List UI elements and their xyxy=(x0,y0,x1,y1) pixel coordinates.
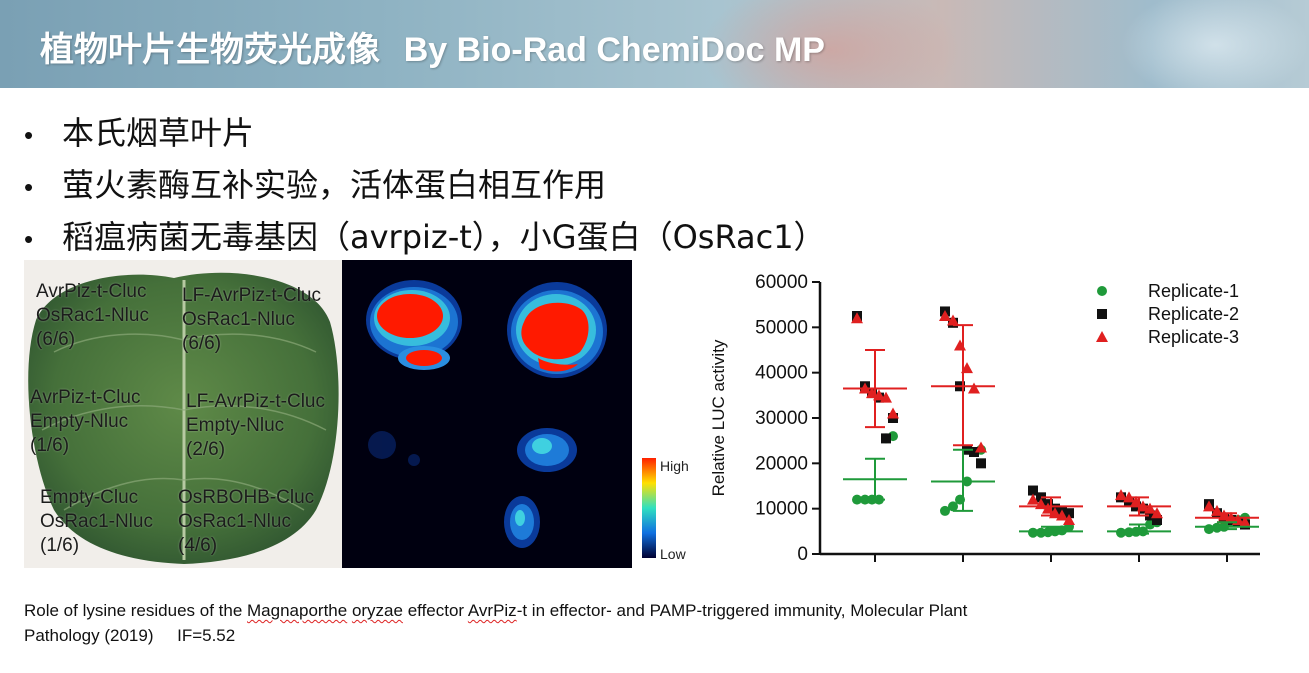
legend-marker xyxy=(1096,331,1108,342)
data-point xyxy=(1239,516,1251,528)
bullet-marker: • xyxy=(24,172,34,202)
signal-spot-top-left xyxy=(366,280,462,370)
signal-spot-mid-right xyxy=(517,428,577,472)
leaf-label-2: LF-AvrPiz-t-Cluc OsRac1-Nluc (6/6) xyxy=(182,285,321,354)
luc-activity-chart: 0 10000 20000 30000 40000 50000 60000 Relative … xyxy=(709,272,1260,565)
banner-decoration-right xyxy=(1120,0,1309,88)
slide-title: 植物叶片生物荧光成像 By Bio-Rad ChemiDoc MP xyxy=(40,22,825,71)
y-tick-label: 60000 xyxy=(755,272,808,293)
data-point xyxy=(851,312,863,324)
data-point xyxy=(852,494,862,505)
citation-line-2: Pathology (2019) IF=5.52 xyxy=(24,626,236,645)
bullet-item: • 稻瘟病菌无毒基因（avrpiz-t），小G蛋白（OsRac1） xyxy=(24,214,826,266)
data-point xyxy=(939,310,951,321)
colorbar xyxy=(642,458,656,558)
y-tick-label: 10000 xyxy=(755,499,808,520)
bullet-marker: • xyxy=(24,120,34,150)
data-point xyxy=(948,501,958,512)
data-point xyxy=(880,391,892,403)
bullet-list: • 本氏烟草叶片 • 萤火素酶互补实验，活体蛋白相互作用 • 稻瘟病菌无毒基因（avr… xyxy=(24,110,826,266)
signal-spot-bottom-right xyxy=(504,496,540,548)
chart-axes: 0 10000 20000 30000 40000 50000 60000 Relative … xyxy=(709,272,1260,565)
data-point xyxy=(975,441,987,453)
chart-legend: Replicate-1 Replicate-2 Replicate-3 xyxy=(1096,281,1239,347)
leaf-label-1: AvrPiz-t-Cluc OsRac1-Nluc (6/6) xyxy=(36,281,149,350)
colorbar-high-label: High xyxy=(660,458,689,474)
data-point xyxy=(947,314,959,326)
leaf-photo: AvrPiz-t-Cluc OsRac1-Nluc (6/6) LF-AvrPiz-… xyxy=(24,260,344,568)
signal-spot-faint xyxy=(368,431,420,466)
chart-marks xyxy=(843,306,1259,538)
title-banner: 植物叶片生物荧光成像 By Bio-Rad ChemiDoc MP xyxy=(0,0,1309,88)
signal-spot-top-right xyxy=(507,282,607,378)
data-point xyxy=(1028,485,1038,496)
legend-label: Replicate-3 xyxy=(1148,327,1239,347)
slide-title-cn: 植物叶片生物荧光成像 xyxy=(40,30,380,70)
data-point xyxy=(1203,500,1215,512)
data-point xyxy=(1151,507,1163,519)
citation: Role of lysine residues of the Magnaport… xyxy=(24,601,968,645)
data-point xyxy=(1116,527,1126,538)
data-point xyxy=(1056,509,1068,521)
y-tick-label: 0 xyxy=(797,544,808,565)
luminescence-heatmap xyxy=(366,280,607,548)
legend-marker xyxy=(1097,286,1107,296)
leaf-image xyxy=(28,272,339,564)
leaf-label-3: AvrPiz-t-Cluc Empty-Nluc (1/6) xyxy=(30,387,141,456)
data-point xyxy=(1145,510,1155,521)
data-point xyxy=(968,382,980,394)
bullet-item: • 本氏烟草叶片 xyxy=(24,110,826,162)
banner-decoration xyxy=(700,0,960,88)
data-point xyxy=(1063,514,1075,525)
data-point xyxy=(954,339,966,351)
data-point xyxy=(1027,493,1039,505)
y-tick-label: 50000 xyxy=(755,317,808,338)
colorbar-low-label: Low xyxy=(660,546,686,562)
y-tick-label: 30000 xyxy=(755,408,808,429)
legend-label: Replicate-2 xyxy=(1148,304,1239,324)
data-point xyxy=(976,458,986,469)
data-point xyxy=(1064,508,1074,519)
y-tick-label: 20000 xyxy=(755,453,808,474)
leaf-label-4: LF-AvrPiz-t-Cluc Empty-Nluc (2/6) xyxy=(186,391,325,460)
y-axis-label: Relative LUC activity xyxy=(709,339,728,496)
data-point xyxy=(887,407,899,419)
data-point xyxy=(969,447,979,457)
legend-label: Replicate-1 xyxy=(1148,281,1239,301)
leaf-label-5: Empty-Cluc OsRac1-Nluc (1/6) xyxy=(40,487,153,556)
bullet-item: • 萤火素酶互补实验，活体蛋白相互作用 xyxy=(24,162,826,214)
bullet-marker: • xyxy=(24,224,34,254)
y-tick-label: 40000 xyxy=(755,363,808,384)
data-point xyxy=(1028,527,1038,538)
slide-title-en: By Bio-Rad ChemiDoc MP xyxy=(403,31,825,69)
data-point xyxy=(940,505,950,516)
bullet-text: 稻瘟病菌无毒基因（avrpiz-t），小G蛋白（OsRac1） xyxy=(62,218,826,256)
luminescence-image xyxy=(342,260,656,568)
data-point xyxy=(1144,502,1156,514)
bullet-text: 本氏烟草叶片 xyxy=(62,114,255,152)
data-point xyxy=(1115,489,1127,501)
leaf-label-6: OsRBOHB-Cluc OsRac1-Nluc (4/6) xyxy=(178,487,315,556)
bullet-text: 萤火素酶互补实验，活体蛋白相互作用 xyxy=(62,166,607,204)
legend-marker xyxy=(1097,309,1107,319)
data-point xyxy=(881,433,891,444)
data-point xyxy=(1152,515,1162,525)
